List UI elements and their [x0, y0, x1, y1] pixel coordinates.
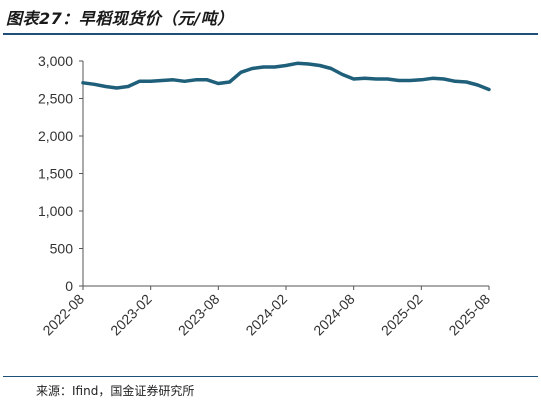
x-tick-label: 2024-02 [242, 291, 290, 339]
data-point [352, 78, 355, 80]
data-point [82, 81, 84, 84]
data-point [172, 78, 175, 81]
y-tick-label: 1,000 [38, 203, 73, 219]
data-point [454, 80, 456, 83]
source-note: 来源：Ifind，国金证券研究所 [36, 384, 195, 398]
data-point [240, 71, 242, 74]
series-layer [81, 61, 491, 92]
data-point [273, 66, 276, 68]
data-point [364, 77, 366, 80]
data-point [285, 64, 287, 67]
y-tick-label: 0 [65, 278, 73, 294]
y-axis: 0 500 1,000 1,500 2,000 2,500 3,000 [38, 53, 84, 294]
y-tick-label: 500 [50, 241, 74, 257]
data-point [228, 81, 231, 83]
data-point [488, 88, 490, 91]
x-tick-label: 2023-02 [107, 291, 155, 339]
data-point [330, 67, 332, 70]
data-point [217, 82, 220, 85]
data-point [465, 81, 468, 83]
data-point [443, 78, 445, 80]
data-point [409, 79, 411, 82]
x-axis: 2022-08 2023-02 2023-08 2024-02 2024-08 2025-… [39, 285, 493, 339]
data-point [251, 67, 253, 70]
data-point [476, 84, 479, 86]
y-tick-label: 3,000 [38, 53, 73, 69]
data-point [194, 78, 197, 81]
data-point [397, 79, 400, 82]
data-point [307, 63, 310, 65]
data-point [319, 64, 321, 67]
data-point [296, 62, 299, 65]
data-point [341, 73, 344, 76]
y-tick-label: 1,500 [38, 166, 73, 182]
data-point [104, 85, 107, 88]
title-divider [3, 33, 538, 35]
data-point [93, 83, 96, 86]
x-tick-label: 2025-08 [445, 291, 493, 339]
x-tick-label: 2023-08 [175, 291, 223, 339]
data-point [206, 78, 208, 81]
y-tick-label: 2,500 [38, 91, 73, 107]
data-point [116, 87, 118, 89]
x-tick-label: 2022-08 [39, 291, 87, 339]
data-point [386, 78, 389, 80]
data-point [183, 80, 186, 83]
x-tick-label: 2024-08 [310, 291, 358, 339]
chart-title: 图表27：早稻现货价（元/吨） [6, 9, 234, 28]
data-point [149, 80, 152, 83]
footer-divider [3, 376, 538, 377]
data-point [138, 80, 141, 83]
data-point [420, 78, 423, 81]
data-point [161, 79, 163, 82]
data-point [262, 66, 265, 68]
series-line [81, 61, 491, 92]
data-point [431, 77, 434, 80]
data-point [375, 78, 378, 80]
y-tick-label: 2,000 [38, 128, 73, 144]
data-point [127, 85, 129, 88]
x-tick-label: 2025-02 [378, 291, 426, 339]
